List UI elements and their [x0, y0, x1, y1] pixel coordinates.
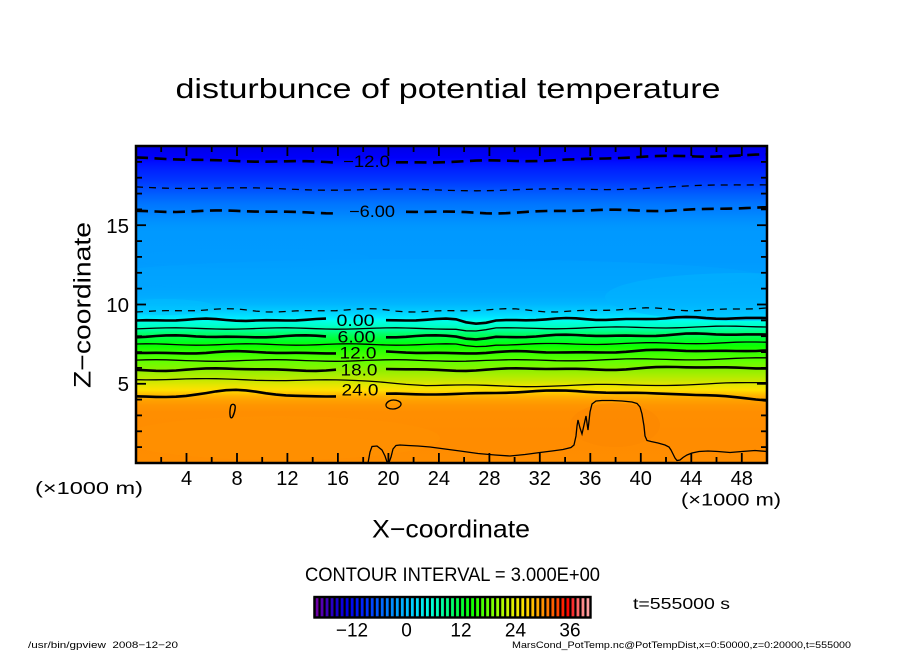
svg-text:40: 40 [630, 468, 652, 490]
svg-text:(×1000 m): (×1000 m) [35, 478, 143, 498]
svg-text:20: 20 [377, 468, 399, 490]
svg-text:0: 0 [401, 621, 412, 642]
svg-text:−6.00: −6.00 [349, 203, 395, 221]
svg-text:16: 16 [327, 468, 349, 490]
svg-text:48: 48 [731, 468, 753, 490]
svg-text:10: 10 [106, 294, 129, 317]
svg-text:28: 28 [478, 468, 500, 490]
svg-text:24: 24 [428, 468, 450, 490]
svg-text:6.00: 6.00 [338, 329, 376, 347]
svg-text:t=555000 s: t=555000 s [633, 596, 730, 613]
svg-text:36: 36 [579, 468, 601, 490]
svg-text:−12: −12 [336, 621, 368, 642]
svg-text:disturbunce of potential te: disturbunce of potential temperature [176, 73, 721, 104]
svg-text:18.0: 18.0 [341, 362, 378, 380]
svg-text:8: 8 [231, 468, 242, 490]
svg-text:32: 32 [529, 468, 551, 490]
svg-text:/usr/bin/gpview 2008−12−20: /usr/bin/gpview 2008−12−20 [28, 640, 178, 651]
svg-text:X−coordinate: X−coordinate [372, 516, 530, 544]
svg-text:Z−coordinate: Z−coordinate [70, 222, 97, 388]
svg-text:24: 24 [505, 621, 527, 642]
svg-text:5: 5 [118, 373, 129, 396]
svg-text:44: 44 [680, 468, 702, 490]
svg-text:12.0: 12.0 [340, 345, 377, 363]
svg-text:24.0: 24.0 [342, 382, 379, 400]
svg-text:15: 15 [106, 215, 129, 238]
svg-text:MarsCond_PotTemp.nc@PotTempDis: MarsCond_PotTemp.nc@PotTempDist,x=0:5000… [512, 640, 851, 651]
svg-text:4: 4 [181, 468, 192, 490]
svg-text:−12.0: −12.0 [343, 153, 390, 171]
svg-text:36: 36 [559, 621, 580, 642]
svg-text:12: 12 [450, 621, 471, 642]
svg-text:0.00: 0.00 [337, 312, 375, 330]
svg-text:12: 12 [276, 468, 298, 490]
svg-text:(×1000 m): (×1000 m) [681, 490, 781, 510]
svg-text:CONTOUR INTERVAL = 3.000E+00: CONTOUR INTERVAL = 3.000E+00 [305, 565, 600, 586]
